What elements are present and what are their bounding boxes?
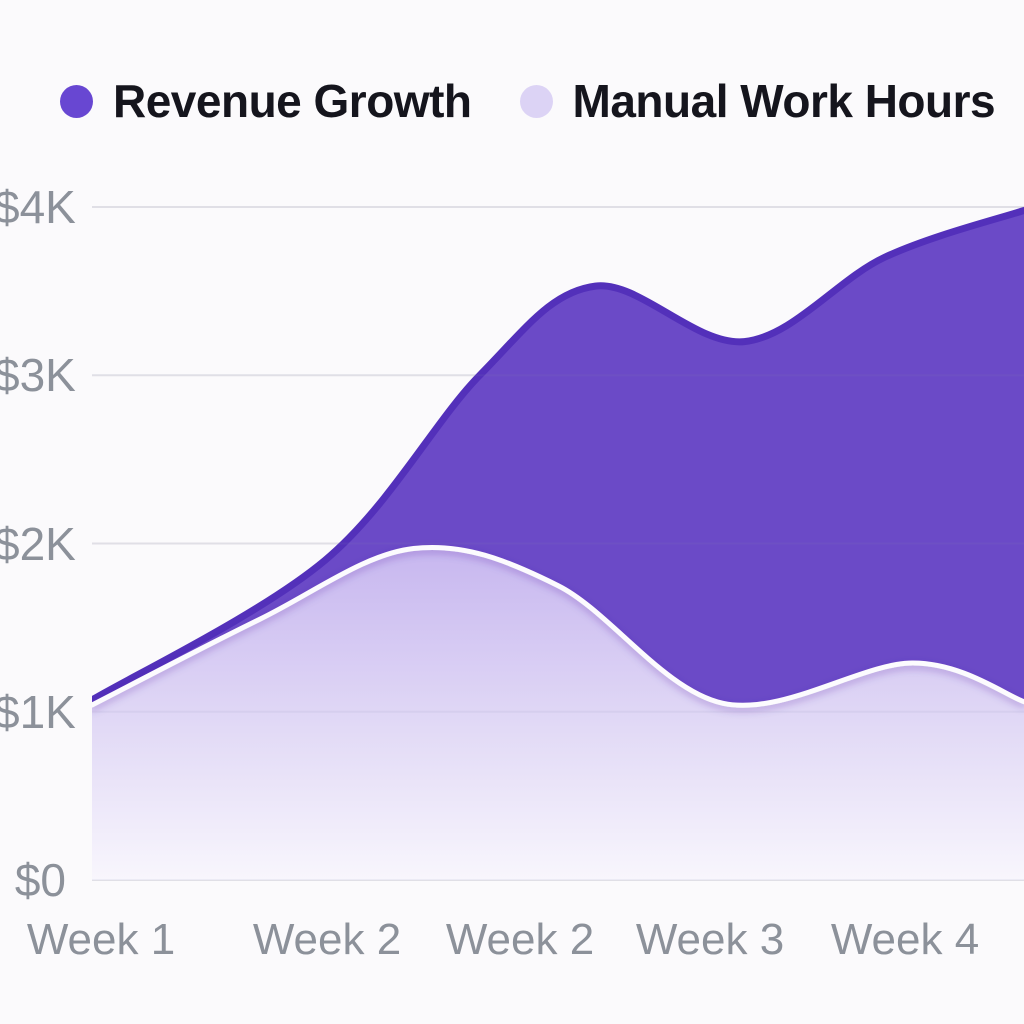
gridlines-overlay bbox=[92, 206, 1024, 881]
y-axis-label: $1K bbox=[0, 685, 76, 738]
legend-item-revenue-growth[interactable]: Revenue Growth bbox=[60, 74, 472, 128]
series-areas bbox=[92, 206, 1024, 880]
x-axis-label: Week 1 bbox=[26, 915, 176, 964]
legend-dot-icon bbox=[60, 84, 93, 118]
legend-label: Manual Work Hours bbox=[572, 75, 996, 127]
x-axis-label: Week 2 bbox=[252, 915, 402, 964]
y-axis-label: $4K bbox=[0, 181, 76, 233]
manual-work-hours-line bbox=[92, 544, 1024, 708]
y-axis-label: $3K bbox=[0, 349, 76, 402]
x-axis-label: Week 2 bbox=[445, 915, 595, 964]
legend: Revenue Growth Manual Work Hours bbox=[60, 74, 996, 128]
legend-label: Revenue Growth bbox=[113, 75, 472, 127]
revenue-growth-line bbox=[92, 206, 1024, 704]
y-axis-label: $0 bbox=[14, 854, 66, 906]
y-axis-label: $2K bbox=[0, 517, 76, 570]
x-axis-label: Week 4 bbox=[830, 915, 980, 964]
legend-dot-icon bbox=[519, 84, 553, 118]
x-axis-label: Week 3 bbox=[635, 915, 785, 964]
manual-work-hours-area bbox=[92, 547, 1024, 880]
legend-item-manual-work-hours[interactable]: Manual Work Hours bbox=[519, 74, 996, 128]
